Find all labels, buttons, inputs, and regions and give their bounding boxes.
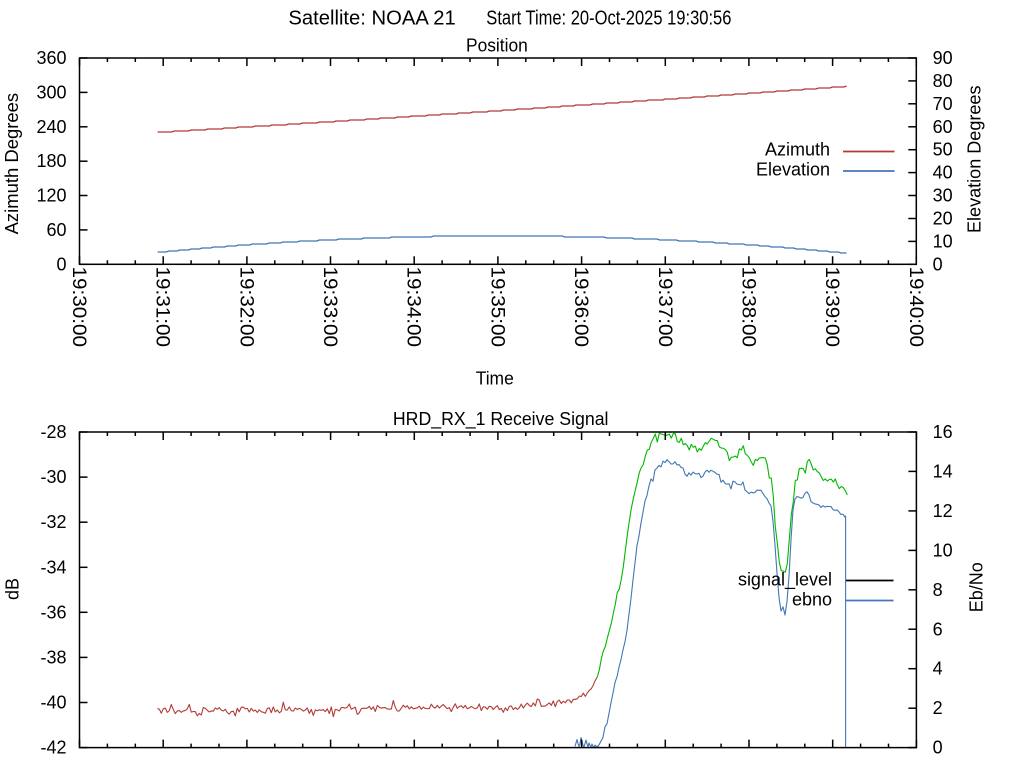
svg-text:120: 120 [36,186,66,206]
svg-text:19:33:00: 19:33:00 [319,267,340,348]
svg-text:50: 50 [933,140,953,160]
svg-text:-42: -42 [40,738,66,758]
svg-text:Azimuth Degrees: Azimuth Degrees [2,93,22,235]
svg-text:-30: -30 [40,467,66,487]
svg-text:19:40:00: 19:40:00 [905,267,926,348]
svg-text:Start Time: 20-Oct-2025 19:30:: Start Time: 20-Oct-2025 19:30:56 [486,8,731,30]
svg-text:0: 0 [933,738,943,758]
svg-text:Eb/No: Eb/No [967,562,987,612]
svg-text:-36: -36 [40,602,66,622]
svg-text:Position: Position [466,36,528,56]
svg-text:60: 60 [46,220,66,240]
svg-text:Azimuth: Azimuth [765,140,830,160]
svg-text:19:35:00: 19:35:00 [486,267,507,348]
svg-text:Elevation Degrees: Elevation Degrees [965,86,985,234]
svg-text:19:30:00: 19:30:00 [68,267,89,348]
svg-text:ebno: ebno [792,590,832,610]
svg-text:-28: -28 [40,422,66,442]
svg-text:dB: dB [3,578,23,600]
svg-text:Satellite: NOAA 21: Satellite: NOAA 21 [288,8,455,30]
svg-text:70: 70 [933,94,953,114]
svg-text:19:32:00: 19:32:00 [235,267,256,348]
svg-text:12: 12 [933,501,953,521]
svg-text:Elevation: Elevation [756,160,830,180]
svg-text:8: 8 [933,580,943,600]
svg-text:-38: -38 [40,647,66,667]
svg-text:-34: -34 [40,557,66,577]
svg-text:-40: -40 [40,693,66,713]
svg-text:90: 90 [933,48,953,68]
svg-text:300: 300 [36,82,66,102]
svg-text:30: 30 [933,186,953,206]
svg-text:0: 0 [56,254,66,274]
svg-text:360: 360 [36,48,66,68]
svg-text:14: 14 [933,461,953,481]
svg-text:80: 80 [933,71,953,91]
svg-text:10: 10 [933,231,953,251]
svg-text:180: 180 [36,151,66,171]
svg-text:6: 6 [933,619,943,639]
svg-text:2: 2 [933,698,943,718]
svg-text:HRD_RX_1 Receive Signal: HRD_RX_1 Receive Signal [393,409,609,430]
svg-text:40: 40 [933,163,953,183]
svg-text:240: 240 [36,117,66,137]
svg-text:10: 10 [933,540,953,560]
svg-text:16: 16 [933,422,953,442]
svg-text:19:37:00: 19:37:00 [654,267,675,348]
svg-text:19:39:00: 19:39:00 [821,267,842,348]
svg-text:19:34:00: 19:34:00 [403,267,424,348]
svg-text:20: 20 [933,208,953,228]
svg-text:-32: -32 [40,512,66,532]
svg-text:signal_level: signal_level [738,570,832,591]
svg-text:Time: Time [476,369,514,389]
svg-text:19:36:00: 19:36:00 [570,267,591,348]
svg-text:4: 4 [933,659,943,679]
svg-text:19:38:00: 19:38:00 [737,267,758,348]
svg-text:19:31:00: 19:31:00 [152,267,173,348]
svg-text:60: 60 [933,117,953,137]
svg-text:0: 0 [933,254,943,274]
